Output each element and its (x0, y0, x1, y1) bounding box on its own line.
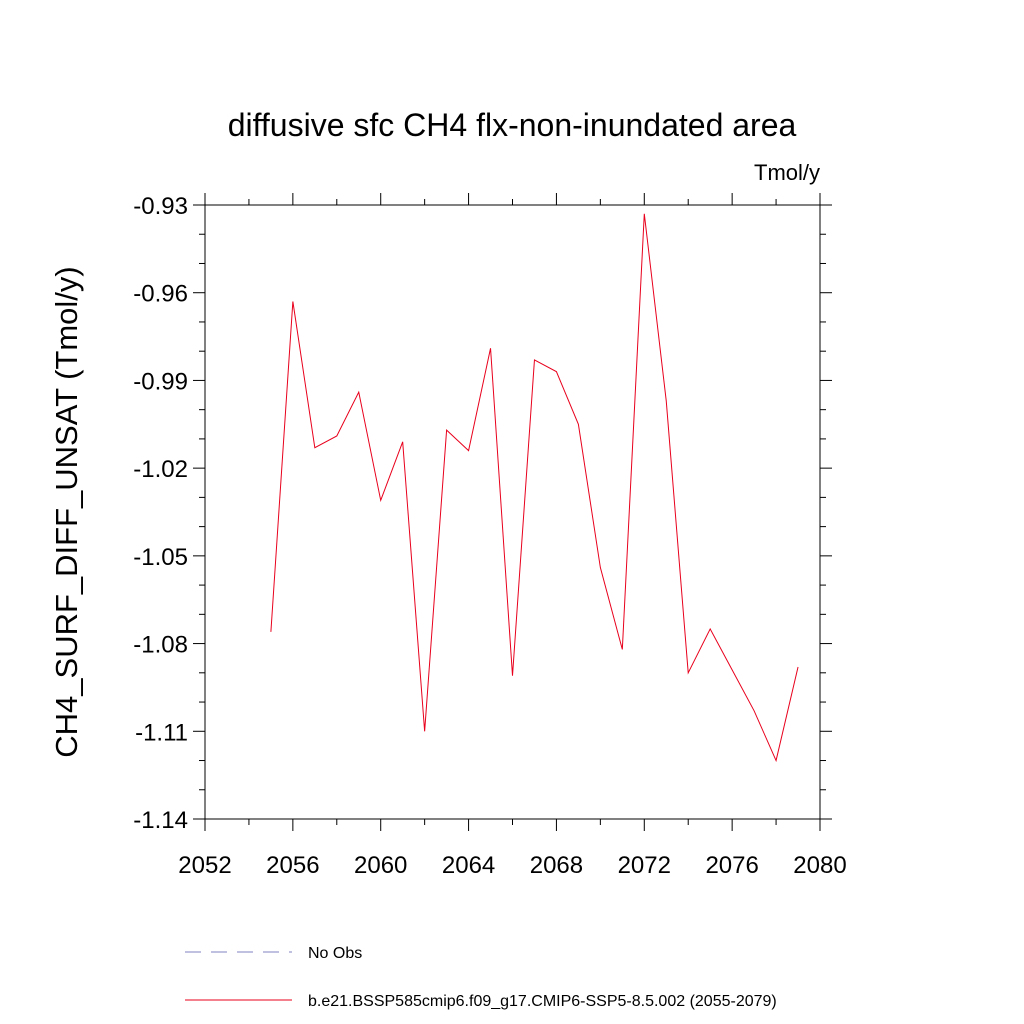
legend-label: No Obs (308, 945, 362, 962)
y-tick-label: -1.11 (135, 719, 188, 746)
y-axis-label: CH4_SURF_DIFF_UNSAT (Tmol/y) (49, 266, 84, 757)
y-tick-label: -1.14 (133, 807, 188, 834)
x-tick-label: 2064 (442, 852, 495, 879)
y-tick-label: -1.05 (133, 544, 188, 571)
legend-label: b.e21.BSSP585cmip6.f09_g17.CMIP6-SSP5-8.… (308, 993, 777, 1010)
x-tick-label: 2068 (530, 852, 583, 879)
series-layer (270, 213, 799, 763)
x-tick-label: 2052 (178, 852, 231, 879)
x-tick-label: 2080 (793, 852, 846, 879)
x-tick-label: 2060 (354, 852, 407, 879)
y-tick-label: -1.02 (133, 456, 188, 483)
y-tick-label: -1.08 (133, 632, 188, 659)
tick-labels: 2052 2056 2060 2064 2068 2072 2076 2080 -0.93 -0.… (133, 193, 846, 879)
axis-ticks (193, 193, 832, 831)
x-tick-label: 2072 (618, 852, 671, 879)
chart-title: diffusive sfc CH4 flx-non-inundated area (228, 107, 797, 143)
y-tick-label: -0.99 (133, 368, 188, 395)
units-label: Tmol/y (754, 160, 820, 185)
y-tick-label: -0.96 (133, 281, 188, 308)
x-tick-label: 2056 (266, 852, 319, 879)
x-tick-label: 2076 (705, 852, 758, 879)
y-tick-label: -0.93 (133, 193, 188, 220)
series-line (270, 213, 799, 763)
plot-frame (204, 204, 821, 820)
legend: No Obs b.e21.BSSP585cmip6.f09_g17.CMIP6-S… (185, 945, 777, 1010)
